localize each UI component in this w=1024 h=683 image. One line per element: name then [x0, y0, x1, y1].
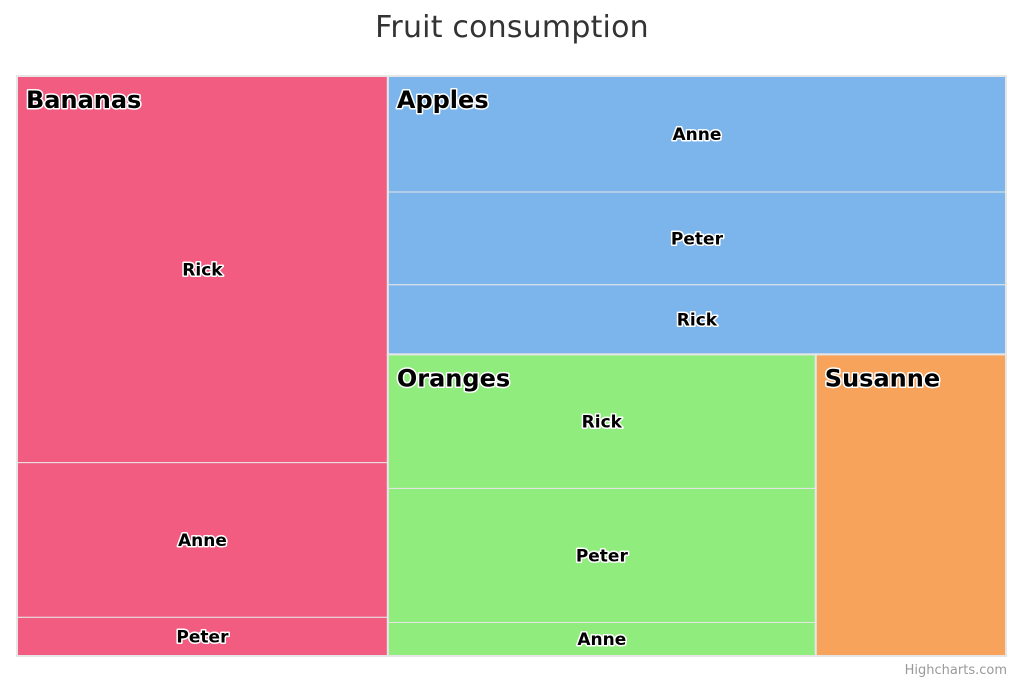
cell-oranges-anne[interactable]: [387, 621, 817, 657]
group-labels: Bananas Apples Oranges Susanne: [25, 85, 942, 394]
group-bananas: Rick Anne Peter: [16, 75, 389, 657]
group-oranges: Rick Peter Anne: [386, 353, 817, 657]
group-border-susanne: [814, 353, 1007, 657]
cell-label-oranges-peter: Peter: [576, 546, 629, 566]
cell-oranges-peter[interactable]: [387, 487, 817, 623]
cell-bananas-rick[interactable]: [16, 75, 389, 464]
chart-title: Fruit consumption: [375, 10, 649, 45]
group-susanne: [814, 353, 1007, 657]
cell-label-apples-peter: Peter: [671, 229, 724, 249]
cell-label-apples-rick: Rick: [677, 311, 718, 331]
cell-apples-anne[interactable]: [387, 75, 1007, 193]
cell-apples-peter[interactable]: [387, 191, 1007, 286]
group-label-susanne: Susanne: [825, 364, 940, 392]
cell-label-bananas-rick: Rick: [182, 260, 223, 280]
cell-label-oranges-anne: Anne: [577, 630, 626, 650]
credits-link[interactable]: Highcharts.com: [904, 663, 1007, 678]
cell-bananas-peter[interactable]: [16, 616, 389, 657]
cell-bananas-anne[interactable]: [16, 462, 389, 618]
cell-susanne-cell[interactable]: [815, 353, 1007, 657]
group-label-apples: Apples: [397, 86, 489, 114]
cell-label-bananas-anne: Anne: [178, 531, 227, 551]
group-apples: Anne Peter Rick: [386, 75, 1007, 356]
cell-label-apples-anne: Anne: [672, 125, 721, 145]
cell-label-oranges-rick: Rick: [582, 412, 623, 432]
group-label-oranges: Oranges: [397, 364, 510, 392]
cell-label-bananas-peter: Peter: [176, 628, 229, 648]
group-label-bananas: Bananas: [26, 86, 141, 114]
cell-oranges-rick[interactable]: [387, 353, 817, 489]
